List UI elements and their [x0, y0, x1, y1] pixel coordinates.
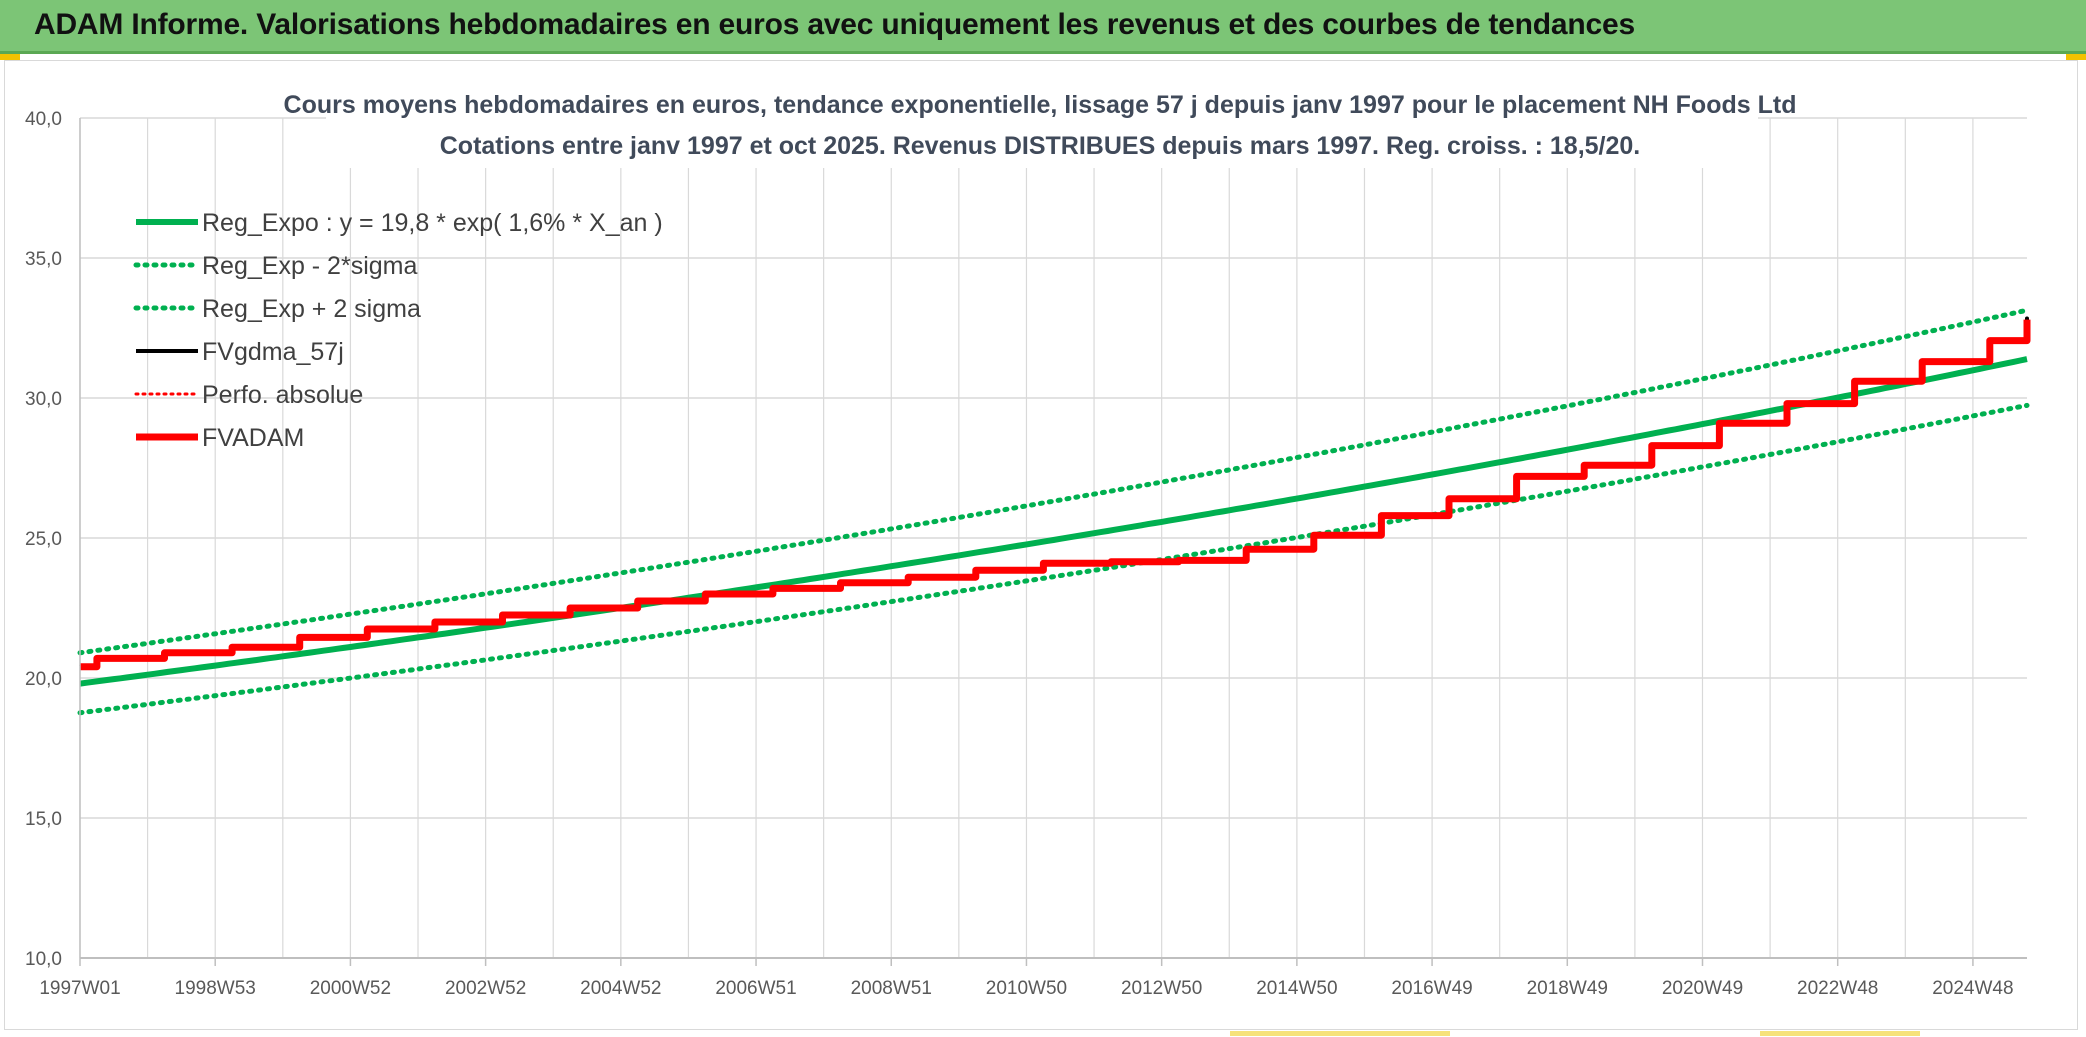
series-line-2 [77, 402, 2030, 716]
report-banner: ADAM Informe. Valorisations hebdomadaire… [0, 0, 2086, 54]
series-line-4 [79, 316, 2029, 670]
x-tick-label: 2004W52 [580, 978, 661, 999]
x-tick-label: 2002W52 [445, 978, 526, 999]
axis-layer: 10,0 15,0 20,0 25,0 30,0 35,0 40,0 1997W01 1998W… [25, 109, 2027, 999]
legend-label-2: Reg_Exp - 2*sigma [202, 252, 417, 280]
y-tick-label: 20,0 [25, 669, 62, 690]
x-tick-label: 2008W51 [851, 978, 932, 999]
x-tick-label: 2012W50 [1121, 978, 1202, 999]
y-tick-label: 35,0 [25, 249, 62, 270]
series-line-1 [79, 356, 2028, 687]
y-tick-label: 30,0 [25, 389, 62, 410]
corner-accent-left [0, 54, 20, 60]
x-tick-label: 1997W01 [39, 978, 120, 999]
corner-accent-right [2066, 54, 2086, 60]
chart-frame [4, 60, 2078, 1030]
series-line-3 [77, 307, 2030, 656]
x-tick-label: 2014W50 [1256, 978, 1337, 999]
legend: Reg_Expo : y = 19,8 * exp( 1,6% * X_an )… [133, 209, 663, 452]
chart-title-line2: Cotations entre janv 1997 et oct 2025. R… [440, 132, 1641, 160]
legend-label-6: FVADAM [202, 424, 304, 452]
x-tick-label: 2010W50 [986, 978, 1067, 999]
legend-label-4: FVgdma_57j [202, 338, 344, 366]
report-title: ADAM Informe. Valorisations hebdomadaire… [34, 8, 1635, 41]
y-tick-label: 10,0 [25, 949, 62, 970]
bottom-accent-1 [1230, 1031, 1450, 1036]
series-layer [77, 307, 2031, 716]
x-tick-label: 2016W49 [1391, 978, 1472, 999]
series-line-6 [80, 319, 2031, 671]
legend-label-3: Reg_Exp + 2 sigma [202, 295, 421, 323]
legend-label-1: Reg_Expo : y = 19,8 * exp( 1,6% * X_an ) [202, 209, 663, 237]
y-tick-label: 25,0 [25, 529, 62, 550]
y-tick-label: 15,0 [25, 809, 62, 830]
x-tick-label: 2024W48 [1932, 978, 2013, 999]
x-tick-label: 2006W51 [715, 978, 796, 999]
x-tick-label: 2020W49 [1662, 978, 1743, 999]
x-tick-label: 2018W49 [1527, 978, 1608, 999]
x-tick-label: 2022W48 [1797, 978, 1878, 999]
title-background [326, 88, 1758, 168]
bottom-accent-2 [1760, 1031, 1920, 1036]
chart-title-line1: Cours moyens hebdomadaires en euros, ten… [284, 91, 1797, 119]
legend-label-5: Perfo. absolue [202, 381, 363, 409]
x-tick-label: 1998W53 [175, 978, 256, 999]
x-tick-label: 2000W52 [310, 978, 391, 999]
y-tick-label: 40,0 [25, 109, 62, 130]
